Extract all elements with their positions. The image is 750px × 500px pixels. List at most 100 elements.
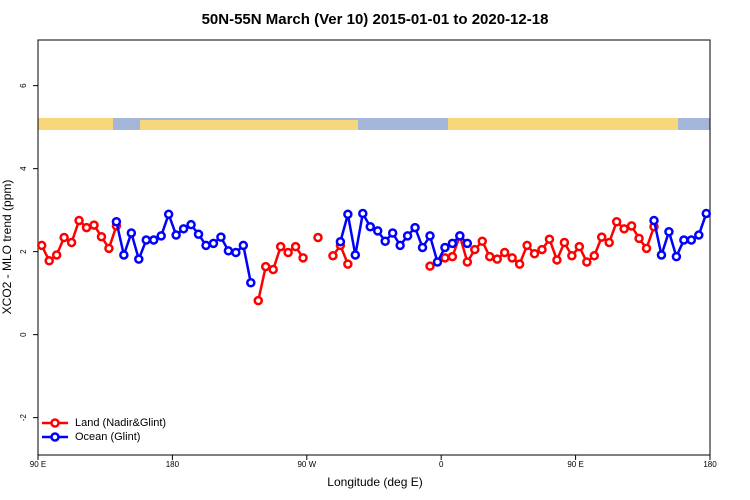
data-point (417, 242, 428, 253)
data-point (313, 232, 323, 243)
data-point (156, 231, 166, 241)
data-point (350, 250, 361, 260)
data-point (343, 259, 353, 269)
data-point (380, 236, 390, 247)
data-point (268, 264, 278, 275)
data-point (335, 236, 346, 247)
data-point (447, 238, 458, 249)
data-point (387, 228, 398, 238)
data-point (679, 235, 689, 245)
data-point (201, 240, 211, 251)
data-point (656, 250, 667, 260)
data-point (611, 217, 622, 227)
data-point (260, 261, 271, 272)
data-point (440, 253, 450, 263)
data-point (582, 257, 592, 267)
data-point (492, 254, 502, 264)
data-point (96, 231, 107, 242)
data-point (447, 251, 458, 262)
y-tick-label: 6 (19, 83, 28, 88)
x-axis-label: Longitude (deg E) (327, 475, 422, 489)
x-tick-label: 90 E (30, 460, 46, 469)
data-point (365, 222, 376, 232)
data-point (664, 226, 674, 237)
x-tick-label: 90 E (567, 460, 583, 469)
data-point (499, 247, 510, 258)
y-tick-label: 2 (19, 249, 28, 254)
data-point (298, 253, 308, 263)
data-point (686, 235, 697, 245)
data-point (514, 259, 525, 269)
data-point (649, 215, 659, 226)
legend-marker (50, 418, 60, 428)
data-point (290, 241, 301, 252)
data-point (641, 243, 652, 254)
y-tick-label: -2 (19, 414, 28, 422)
data-point (425, 261, 435, 271)
data-point (470, 244, 480, 255)
y-tick-label: 4 (19, 166, 28, 171)
land-ocean-strip (38, 118, 710, 130)
data-point (66, 237, 77, 248)
data-point (671, 251, 682, 262)
data-point (477, 236, 488, 247)
data-point (74, 215, 84, 226)
data-point (44, 256, 54, 266)
data-point (231, 247, 241, 258)
data-point (552, 255, 562, 265)
data-point (134, 254, 144, 264)
legend-label: Ocean (Glint) (75, 431, 140, 443)
data-point (246, 278, 256, 288)
data-point (596, 232, 607, 242)
data-point (111, 217, 122, 227)
data-point (604, 237, 614, 248)
data-point (36, 240, 47, 251)
data-point (238, 240, 249, 251)
data-point (275, 241, 286, 252)
data-point (626, 221, 637, 231)
data-point (432, 257, 443, 267)
data-point (425, 231, 435, 241)
data-point (328, 251, 338, 261)
data-point (619, 224, 629, 234)
data-point (701, 208, 712, 219)
data-point (694, 230, 704, 240)
data-point (395, 240, 405, 251)
data-point (559, 237, 570, 248)
chart-title: 50N-55N March (Ver 10) 2015-01-01 to 202… (202, 11, 549, 28)
data-point (223, 246, 234, 256)
data-point (126, 228, 137, 238)
data-point (529, 248, 540, 259)
data-point (484, 251, 495, 262)
data-point (343, 209, 353, 220)
data-point (104, 243, 114, 254)
data-point (51, 250, 62, 260)
data-point (81, 222, 92, 233)
x-tick-label: 0 (439, 460, 444, 469)
y-axis-label: XCO2 - MLO trend (ppm) (0, 180, 14, 315)
x-tick-label: 180 (166, 460, 180, 469)
data-point (193, 229, 204, 239)
data-point (216, 232, 226, 242)
data-point (178, 224, 189, 234)
data-point (634, 233, 644, 244)
y-tick-label: 0 (19, 332, 28, 337)
data-point (208, 238, 219, 249)
plot-frame (37, 39, 711, 456)
data-point (410, 222, 420, 233)
legend-marker (50, 432, 60, 442)
data-point (171, 230, 181, 240)
data-point (589, 251, 600, 261)
data-point (544, 234, 555, 244)
data-point (567, 251, 577, 261)
data-point (163, 209, 174, 220)
legend-label: Land (Nadir&Glint) (75, 417, 166, 429)
data-point (186, 219, 196, 230)
data-point (358, 208, 368, 219)
data-point (89, 220, 99, 230)
data-point (141, 235, 152, 245)
x-tick-label: 180 (703, 460, 717, 469)
data-point (507, 253, 517, 263)
